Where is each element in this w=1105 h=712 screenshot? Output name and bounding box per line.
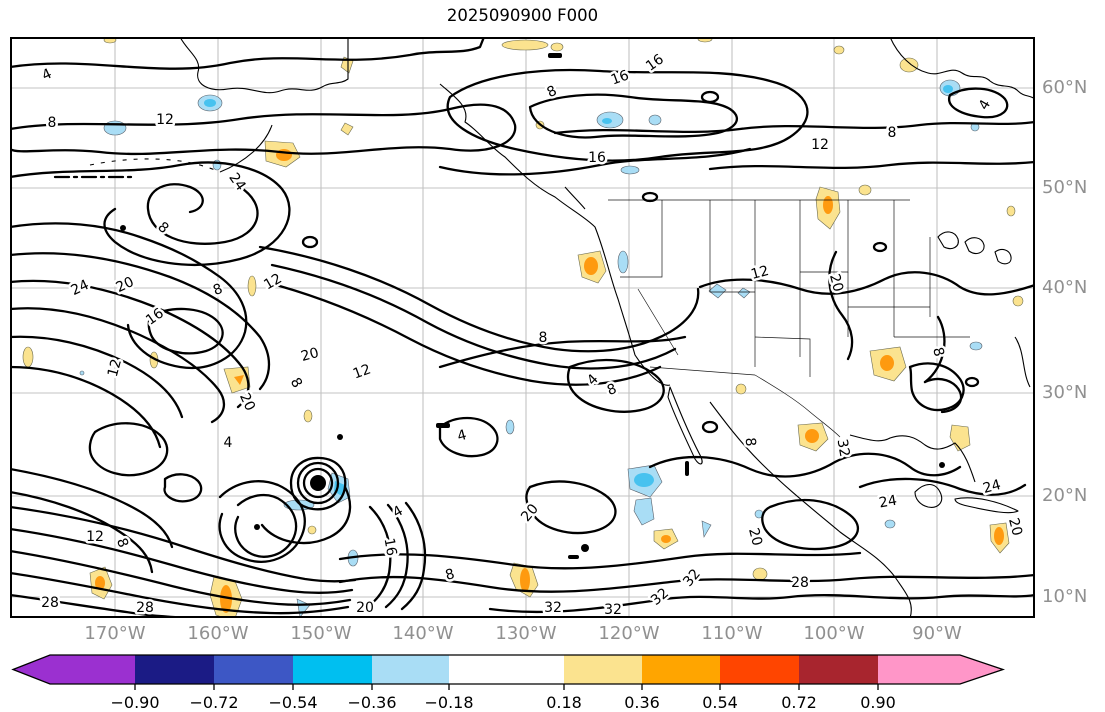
small-specks	[120, 53, 945, 559]
colorbar-tick-label: −0.18	[424, 693, 473, 712]
contour-label: 16	[588, 150, 606, 166]
colorbar-segment	[720, 655, 799, 684]
state-borders	[608, 199, 970, 438]
page-title: 2025090900 F000	[446, 6, 599, 25]
contour-label: 8	[545, 83, 560, 101]
contour-label: 8	[539, 330, 548, 346]
colorbar-tick-label: −0.72	[189, 693, 238, 712]
contour-label: 16	[381, 537, 400, 557]
contour-label: 24	[69, 277, 92, 299]
contour-label: 32	[648, 585, 672, 609]
contour-label: 28	[791, 575, 809, 591]
contour-label: 12	[156, 112, 174, 128]
contour-label: 4	[40, 66, 55, 84]
colorbar-tick-label: 0.90	[860, 693, 896, 712]
contour-label: 12	[811, 137, 829, 153]
contour-label: 4	[584, 371, 602, 389]
contour-label: 12	[351, 361, 373, 382]
contour-label: 12	[749, 263, 770, 283]
map-plot: 4 8 12 24 8 24 20 16 12 8 12 8 20 4 20 12 8 4 8 4 4 16 8 20 16 16…	[10, 37, 1035, 618]
contour-label: 16	[143, 305, 167, 328]
lon-tick-label: 160°W	[187, 623, 249, 644]
coastlines	[89, 37, 1035, 618]
colorbar-segment	[214, 655, 293, 684]
colorbar-segment	[878, 655, 960, 684]
shading-patches	[22, 37, 1024, 618]
lat-tick-label: 60°N	[1042, 77, 1088, 98]
lon-tick-label: 170°W	[84, 623, 146, 644]
contour-label: 20	[299, 345, 320, 365]
colorbar-right-arrow	[960, 655, 1003, 684]
lon-tick-label: 110°W	[701, 623, 763, 644]
contour-label: 8	[605, 381, 619, 399]
contour-label: 28	[41, 595, 59, 611]
contour-lines	[10, 37, 1035, 618]
contour-label: 32	[604, 602, 622, 618]
contour-label: 24	[878, 493, 898, 512]
lat-tick-label: 30°N	[1042, 382, 1088, 403]
contour-label: 8	[287, 375, 305, 391]
lat-tick-label: 10°N	[1042, 586, 1088, 607]
contour-label: 20	[356, 600, 374, 616]
contour-label: 8	[154, 219, 171, 237]
lon-tick-label: 140°W	[392, 623, 454, 644]
colorbar-outline	[11, 654, 1006, 685]
contour-label: 4	[976, 97, 994, 113]
contour-label: 8	[113, 536, 131, 550]
colorbar-tick-label: −0.54	[268, 693, 317, 712]
colorbar-left-arrow	[13, 655, 50, 684]
colorbar-tick-label: −0.36	[347, 693, 396, 712]
colorbar-segment	[642, 655, 720, 684]
contour-label: 12	[261, 271, 284, 294]
colorbar-tick-label: 0.54	[702, 693, 738, 712]
colorbar-segment	[799, 655, 878, 684]
contour-label: 32	[544, 600, 562, 616]
contour-label: 4	[224, 435, 233, 451]
lat-tick-label: 40°N	[1042, 277, 1088, 298]
map-frame	[10, 37, 1035, 618]
colorbar-segment	[449, 655, 564, 684]
colorbar-segment	[50, 655, 135, 684]
colorbar-segment	[293, 655, 372, 684]
lon-tick-label: 150°W	[290, 623, 352, 644]
lon-tick-label: 90°W	[912, 623, 962, 644]
contour-label: 4	[390, 503, 406, 521]
lon-tick-label: 120°W	[598, 623, 660, 644]
contour-label: 28	[136, 600, 154, 616]
colorbar-tick-label: 0.36	[624, 693, 660, 712]
contour-label: 12	[86, 529, 104, 545]
cyclone-marker	[289, 456, 347, 511]
lat-tick-label: 20°N	[1042, 485, 1088, 506]
lon-tick-label: 100°W	[803, 623, 865, 644]
colorbar-segment	[135, 655, 214, 684]
contour-label: 8	[929, 346, 947, 359]
contour-label: 32	[834, 438, 853, 458]
contour-label: 8	[888, 125, 897, 141]
lat-tick-label: 50°N	[1042, 177, 1088, 198]
contour-label: 4	[456, 427, 469, 445]
colorbar-segment	[564, 655, 642, 684]
gridlines	[10, 37, 1035, 618]
contour-label: 8	[48, 115, 57, 131]
contour-label: 20	[236, 391, 258, 414]
lon-tick-label: 130°W	[495, 623, 557, 644]
colorbar-tick-label: 0.18	[546, 693, 582, 712]
colorbar-tick-label: −0.90	[110, 693, 159, 712]
colorbar-segment	[372, 655, 449, 684]
contour-label: 20	[826, 272, 846, 293]
contour-label: 8	[742, 437, 759, 447]
contour-label: 32	[680, 566, 704, 590]
contour-label: 20	[745, 526, 765, 547]
colorbar-tick-label: 0.72	[781, 693, 817, 712]
colorbar: −0.90 −0.72 −0.54 −0.36 −0.18 0.18 0.36 0.54 0.7…	[11, 654, 1006, 712]
